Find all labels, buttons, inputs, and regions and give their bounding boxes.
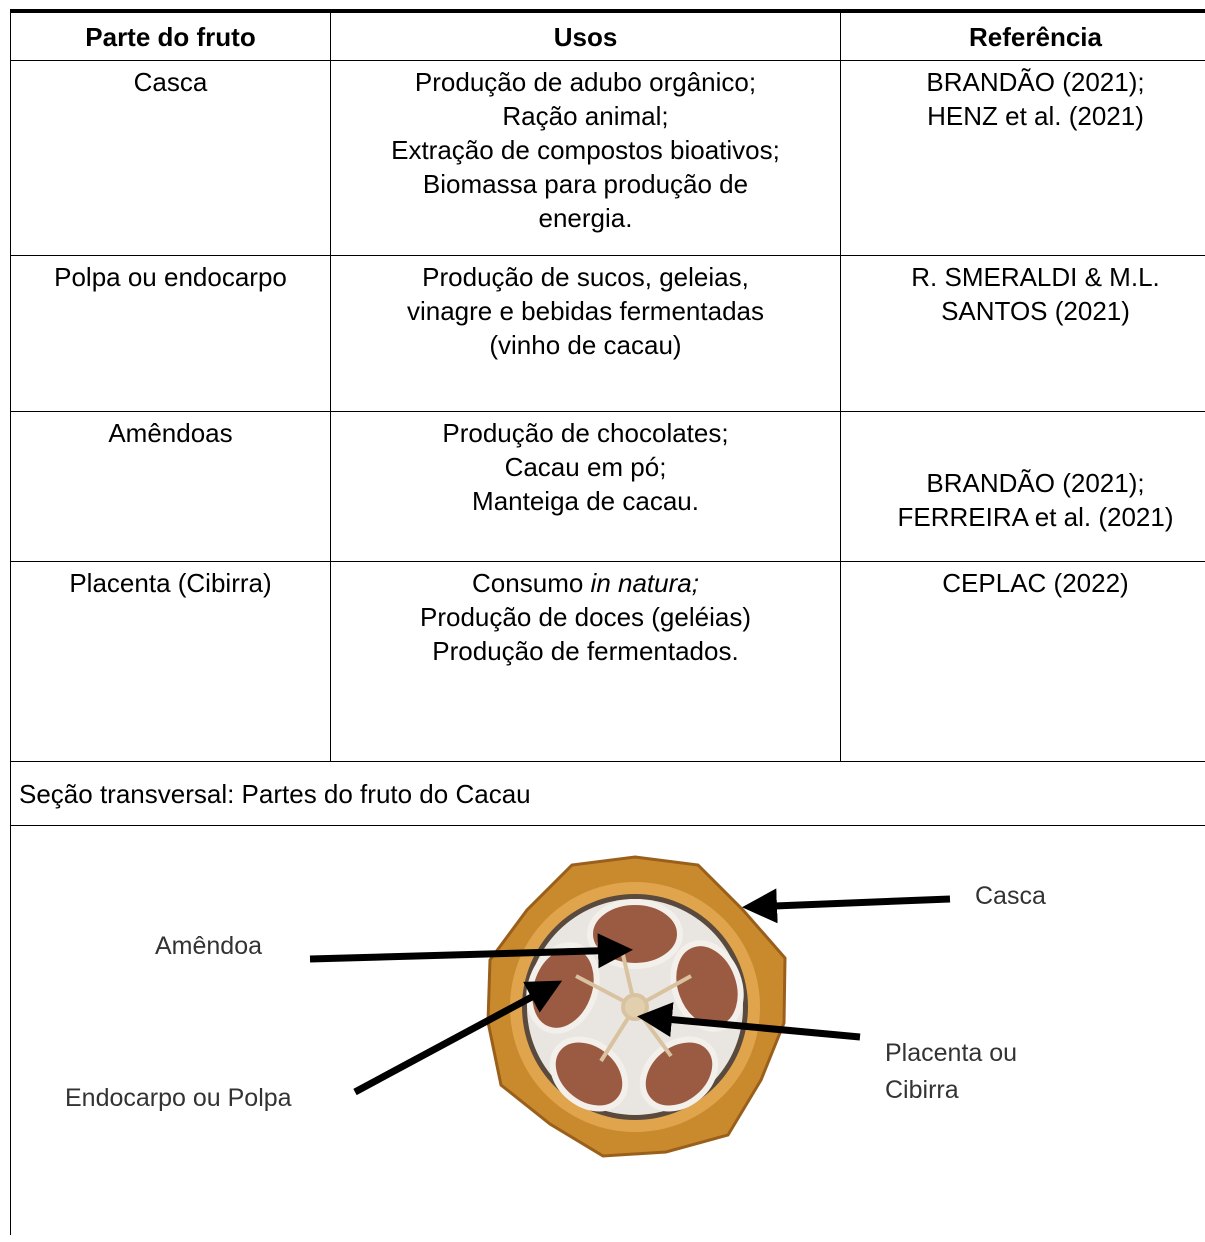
part-cell: Casca bbox=[10, 60, 331, 256]
part-cell: Placenta (Cibirra) bbox=[10, 561, 331, 762]
use-line: Extração de compostos bioativos; bbox=[391, 135, 780, 165]
reference-cell: BRANDÃO (2021); FERREIRA et al. (2021) bbox=[840, 411, 1205, 562]
image-row: Casca Amêndoa Endocarpo ou Polpa Placent… bbox=[10, 825, 1205, 1235]
reference-line: BRANDÃO (2021); bbox=[926, 467, 1145, 498]
image-cell: Casca Amêndoa Endocarpo ou Polpa Placent… bbox=[10, 825, 1205, 1235]
uses-cell: Produção de sucos, geleias, vinagre e be… bbox=[330, 255, 841, 412]
uses-cell: Produção de adubo orgânico; Ração animal… bbox=[330, 60, 841, 256]
reference-cell: CEPLAC (2022) bbox=[840, 561, 1205, 762]
uses-cell: Produção de chocolates; Cacau em pó; Man… bbox=[330, 411, 841, 562]
use-line: Produção de sucos, geleias, bbox=[422, 262, 749, 292]
use-line: Consumo in natura; bbox=[337, 566, 834, 600]
arrows bbox=[309, 888, 951, 1096]
reference-cell: BRANDÃO (2021); HENZ et al. (2021) bbox=[840, 60, 1205, 256]
label-endocarpo: Endocarpo ou Polpa bbox=[65, 1084, 292, 1112]
use-italic: in natura; bbox=[590, 568, 699, 598]
use-line: Cacau em pó; bbox=[504, 452, 667, 482]
reference-line: HENZ et al. (2021) bbox=[927, 101, 1144, 131]
use-line: Ração animal; bbox=[502, 101, 669, 131]
fruit-diagram: Casca Amêndoa Endocarpo ou Polpa Placent… bbox=[65, 855, 1046, 1158]
use-line: Biomassa para produção de bbox=[422, 169, 749, 199]
use-line: Produção de adubo orgânico; bbox=[414, 67, 757, 97]
reference-line: FERREIRA et al. (2021) bbox=[897, 501, 1174, 532]
part-cell: Polpa ou endocarpo bbox=[10, 255, 331, 412]
use-line: Produção de chocolates; bbox=[442, 418, 729, 448]
use-line: Manteiga de cacau. bbox=[472, 486, 699, 516]
table: Parte do fruto Usos Referência Casca Pro… bbox=[10, 9, 1205, 1235]
caption: Seção transversal: Partes do fruto do Ca… bbox=[10, 761, 1205, 826]
header-cell: Referência bbox=[840, 9, 1205, 61]
use-text: Consumo bbox=[472, 568, 584, 598]
use-line: (vinho de cacau) bbox=[489, 330, 682, 360]
reference-line: R. SMERALDI & M.L. bbox=[911, 262, 1160, 292]
row: Casca Produção de adubo orgânico; Ração … bbox=[10, 60, 1205, 256]
row: Amêndoas Produção de chocolates; Cacau e… bbox=[10, 411, 1205, 562]
use-line: Produção de doces (geléias) bbox=[420, 602, 751, 632]
label-amendoa: Amêndoa bbox=[155, 932, 262, 960]
row: Placenta (Cibirra) Consumo in natura; Pr… bbox=[10, 561, 1205, 762]
use-line: energia. bbox=[538, 203, 633, 233]
label-placenta: Cibirra bbox=[885, 1076, 959, 1104]
header-cell: Parte do fruto bbox=[10, 9, 331, 61]
label-placenta: Placenta ou bbox=[885, 1039, 1017, 1067]
header-row: Parte do fruto Usos Referência bbox=[10, 9, 1205, 61]
part-cell: Amêndoas bbox=[10, 411, 331, 562]
caption-row: Seção transversal: Partes do fruto do Ca… bbox=[10, 761, 1205, 826]
uses-cell: Consumo in natura; Produção de doces (ge… bbox=[330, 561, 841, 762]
header-cell: Usos bbox=[330, 9, 841, 61]
reference-line: BRANDÃO (2021); bbox=[926, 67, 1145, 97]
row: Polpa ou endocarpo Produção de sucos, ge… bbox=[10, 255, 1205, 412]
reference-line: SANTOS (2021) bbox=[941, 296, 1130, 326]
use-line: Produção de fermentados. bbox=[432, 636, 739, 666]
label-casca: Casca bbox=[975, 882, 1046, 910]
reference-line: CEPLAC (2022) bbox=[942, 568, 1129, 598]
reference-cell: R. SMERALDI & M.L. SANTOS (2021) bbox=[840, 255, 1205, 412]
use-line: vinagre e bebidas fermentadas bbox=[406, 296, 764, 326]
